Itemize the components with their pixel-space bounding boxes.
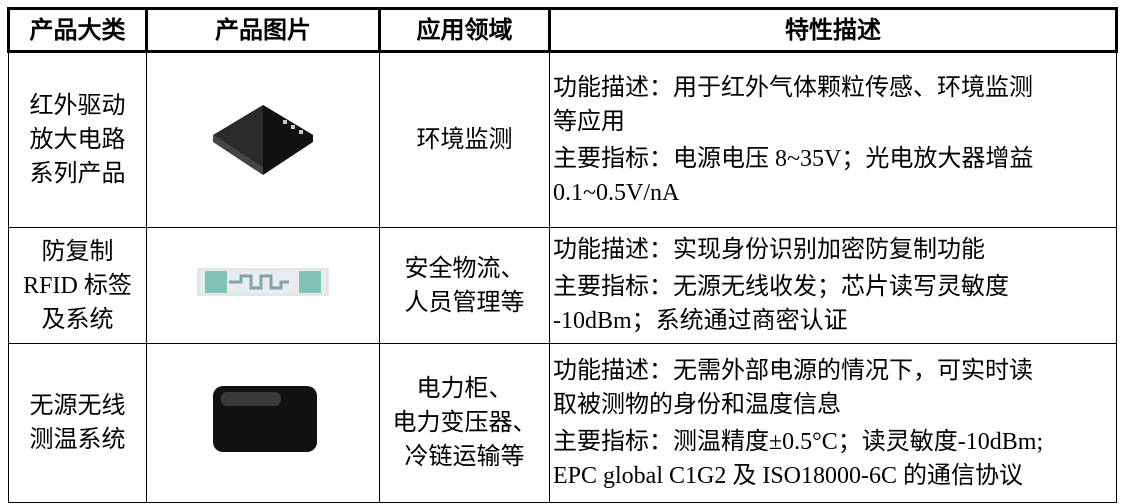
text-line: 测温系统 [29,427,126,453]
text-line: -10dBm；系统通过商密认证 [553,308,848,334]
text-line: 功能描述：实现身份识别加密防复制功能 [553,237,985,263]
text-line: 主要指标：电源电压 8~35V；光电放大器增益 [553,145,1034,172]
features-cell: 功能描述：实现身份识别加密防复制功能 主要指标：无源无线收发；芯片读写灵敏度 -10… [549,227,1117,344]
text-line: 主要指标：测温精度±0.5°C；读灵敏度-10dBm; [553,428,1044,455]
text-line: 电力变压器、 [392,410,537,436]
features-cell: 功能描述：无需外部电源的情况下，可实时读 取被测物的身份和温度信息 主要指标：测温精… [549,343,1117,503]
feature-paragraph: 主要指标：测温精度±0.5°C；读灵敏度-10dBm; EPC global C1… [553,425,1116,493]
text-line: 电力柜、 [416,376,513,402]
text-line: 冷链运输等 [404,444,525,470]
text-line: 系列产品 [29,161,126,187]
category-cell: 红外驱动放大电路系列产品 [8,51,147,228]
text-line: 功能描述：无需外部电源的情况下，可实时读 [553,357,1033,384]
product-table: 产品大类 产品图片 应用领域 特性描述 红外驱动 放大电路 系列产品 环境监测 功能描述… [7,7,1118,503]
text-line: 防复制 [41,238,114,265]
text-line: 无源无线 [29,393,126,419]
text-line: 功能描述：用于红外气体颗粒传感、环境监测 [553,74,1033,101]
image-cell [146,51,380,228]
text-line: 主要指标：无源无线收发；芯片读写灵敏度 [553,274,1009,300]
header-cell: 应用领域 [378,7,551,53]
feature-paragraph: 主要指标：电源电压 8~35V；光电放大器增益 0.1~0.5V/nA [553,142,1116,210]
table-row: 红外驱动 放大电路 系列产品 环境监测 功能描述：用于红外气体颗粒传感、环境监测 等应用主… [8,51,1117,228]
category-cell: 防复制 RFID 标签 及系统 [8,227,147,344]
features-cell: 功能描述：用于红外气体颗粒传感、环境监测 等应用 主要指标：电源电压 8~35V；光… [549,51,1117,228]
image-cell [146,227,380,344]
feature-paragraph: 功能描述：无需外部电源的情况下，可实时读 取被测物的身份和温度信息 [553,354,1116,422]
header-cell: 特性描述 [548,7,1118,53]
text-line: RFID 标签 [23,272,132,299]
text-line: 人员管理等 [404,289,525,316]
feature-paragraph: 功能描述：实现身份识别加密防复制功能 [553,233,1116,267]
rfid-tag-image [197,268,329,295]
header-cell: 产品图片 [145,7,381,53]
table-row: 无源无线 测温系统 电力柜、 电力变压器、 冷链运输等 功能描述：无需外部电源的情况下，可… [8,343,1117,503]
text-line: 及系统 [41,306,114,333]
text-line: 放大电路 [29,127,126,153]
text-line: 环境监测 [416,127,513,153]
header-row: 产品大类 产品图片 应用领域 特性描述 [7,7,1118,53]
text-line: 0.1~0.5V/nA [553,179,680,206]
application-cell: 电力柜、电力变压器、 冷链运输等 [379,343,550,503]
text-line: 等应用 [553,108,625,135]
category-cell: 无源无线 测温系统 [8,343,147,503]
header-cell: 产品大类 [7,7,148,53]
application-cell: 环境监测 [379,51,550,228]
feature-paragraph: 主要指标：无源无线收发；芯片读写灵敏度 -10dBm；系统通过商密认证 [553,270,1116,338]
application-cell: 安全物流、人员管理等 [379,227,550,344]
sensor-image [213,386,317,452]
text-line: 安全物流、 [404,255,525,282]
text-line: 红外驱动 [29,93,126,119]
image-cell [146,343,380,503]
table-row: 防复制 RFID 标签 及系统 安全物流、 人员管理等 功能描述：实现身份识别加密防复制功… [8,227,1117,344]
text-line: EPC global C1G2 及 ISO18000-6C 的通信协议 [553,462,1024,489]
feature-paragraph: 功能描述：用于红外气体颗粒传感、环境监测 等应用 [553,71,1116,139]
text-line: 取被测物的身份和温度信息 [553,391,841,418]
chip-image [213,105,313,175]
